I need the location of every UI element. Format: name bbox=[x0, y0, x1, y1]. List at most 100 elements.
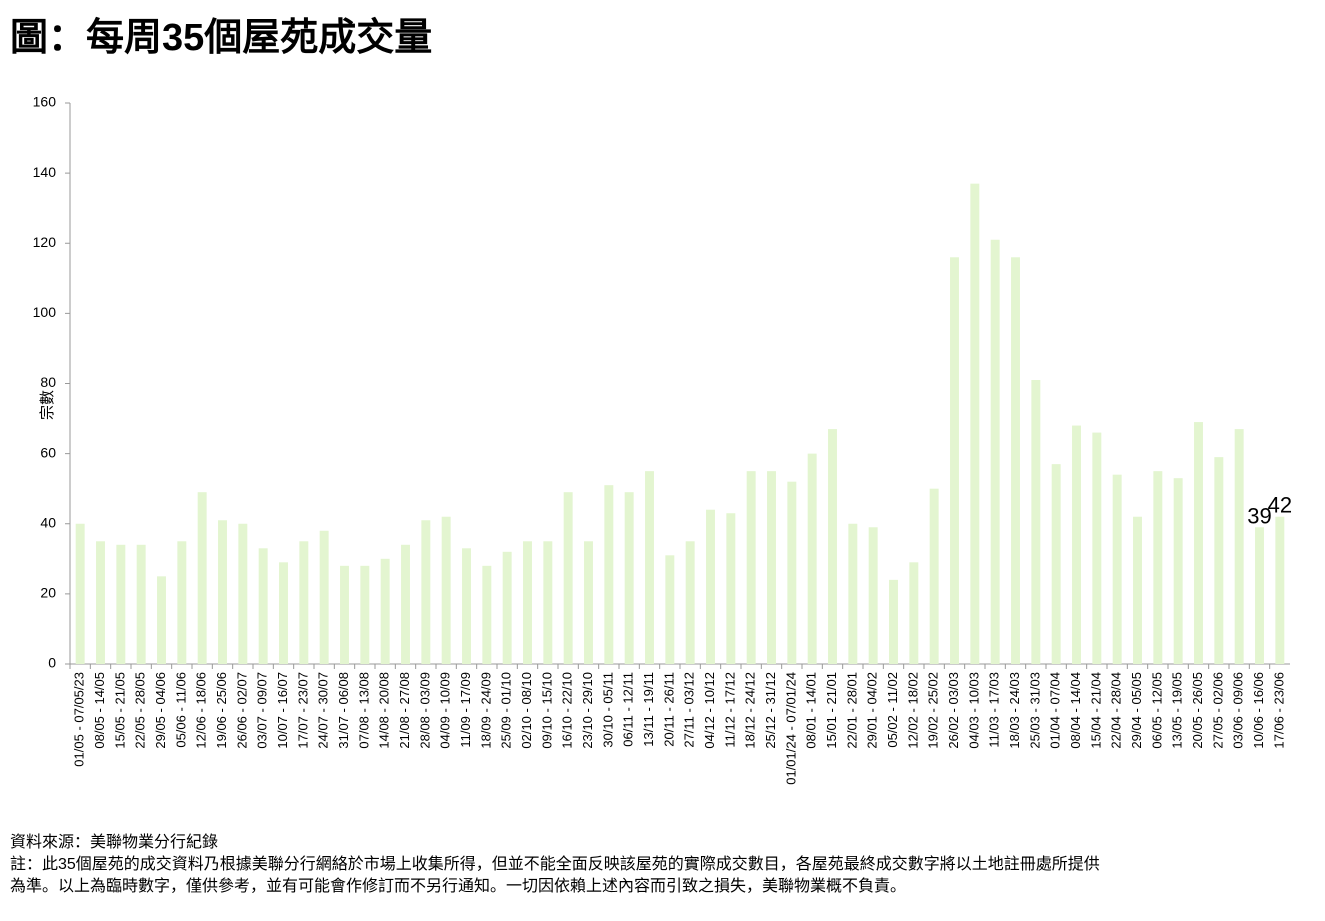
bar bbox=[1112, 474, 1122, 664]
bar bbox=[624, 492, 634, 664]
bar bbox=[218, 520, 227, 664]
bar bbox=[848, 523, 858, 664]
bar bbox=[319, 530, 329, 664]
bar bbox=[441, 516, 451, 664]
x-tick-label: 15/05 - 21/05 bbox=[112, 672, 127, 749]
x-tick-label: 12/02 - 18/02 bbox=[905, 672, 920, 749]
y-tick-label: 140 bbox=[33, 164, 57, 180]
x-tick-label: 27/05 - 02/06 bbox=[1210, 672, 1225, 749]
bar bbox=[1173, 478, 1183, 664]
x-tick-label: 18/03 - 24/03 bbox=[1007, 672, 1022, 749]
x-tick-label: 06/05 - 12/05 bbox=[1149, 672, 1164, 749]
bar bbox=[990, 239, 1000, 664]
x-tick-label: 11/03 - 17/03 bbox=[987, 672, 1002, 748]
bar bbox=[238, 523, 248, 664]
chart-title: 圖：每周35個屋苑成交量 bbox=[10, 16, 432, 59]
bar bbox=[868, 527, 878, 664]
x-tick-label: 16/10 - 22/10 bbox=[560, 672, 575, 749]
bar bbox=[1255, 527, 1264, 664]
x-tick-label: 13/11 - 19/11 bbox=[641, 672, 656, 747]
x-tick-label: 22/05 - 28/05 bbox=[133, 672, 148, 749]
x-tick-label: 25/12 - 31/12 bbox=[763, 672, 778, 749]
x-tick-label: 08/01 - 14/01 bbox=[804, 672, 819, 749]
bar bbox=[1275, 516, 1285, 664]
bar bbox=[197, 492, 207, 664]
bar bbox=[1214, 457, 1224, 664]
bar bbox=[157, 576, 166, 664]
bar bbox=[177, 541, 187, 664]
bar bbox=[258, 548, 268, 664]
y-tick-label: 100 bbox=[33, 304, 57, 320]
y-tick-label: 0 bbox=[48, 655, 56, 671]
bar bbox=[360, 565, 370, 664]
bar bbox=[604, 485, 614, 664]
bar bbox=[462, 548, 471, 664]
bar bbox=[828, 429, 837, 664]
note: 為準。以上為臨時數字，僅供參考，並有可能會作修訂而不另行通知。一切因依賴上述內容… bbox=[10, 877, 906, 895]
bar bbox=[787, 481, 797, 664]
x-tick-label: 08/05 - 14/05 bbox=[92, 672, 107, 749]
x-tick-label: 15/01 - 21/01 bbox=[824, 672, 839, 749]
x-tick-label: 29/04 - 05/05 bbox=[1129, 672, 1144, 749]
y-tick-label: 80 bbox=[40, 374, 56, 390]
x-tick-label: 03/07 - 09/07 bbox=[255, 672, 270, 749]
x-tick-label: 26/02 - 03/03 bbox=[946, 672, 961, 749]
x-tick-label: 15/04 - 21/04 bbox=[1088, 672, 1103, 749]
x-tick-label: 11/09 - 17/09 bbox=[458, 672, 473, 748]
x-tick-label: 18/12 - 24/12 bbox=[743, 672, 758, 749]
bar bbox=[502, 551, 512, 664]
x-tick-label: 27/11 - 03/12 bbox=[682, 672, 697, 748]
x-tick-label: 07/08 - 13/08 bbox=[356, 672, 371, 749]
x-tick-label: 17/07 - 23/07 bbox=[295, 672, 310, 749]
bar bbox=[136, 544, 146, 664]
x-tick-label: 29/05 - 04/06 bbox=[153, 672, 168, 749]
x-tick-label: 02/10 - 08/10 bbox=[519, 672, 534, 749]
bar bbox=[563, 492, 573, 664]
bar bbox=[746, 471, 756, 664]
bar bbox=[665, 555, 675, 664]
x-tick-label: 28/08 - 03/09 bbox=[417, 672, 432, 749]
x-tick-label: 31/07 - 06/08 bbox=[336, 672, 351, 749]
x-tick-label: 05/02 - 11/02 bbox=[885, 672, 900, 748]
y-tick-label: 160 bbox=[33, 94, 57, 110]
bar bbox=[299, 541, 309, 664]
bar bbox=[1194, 422, 1203, 664]
x-tick-label: 09/10 - 15/10 bbox=[539, 672, 554, 749]
x-tick-label: 25/09 - 01/10 bbox=[499, 672, 514, 749]
bar bbox=[909, 562, 919, 664]
x-tick-label: 17/06 - 23/06 bbox=[1271, 672, 1286, 749]
x-tick-label: 23/10 - 29/10 bbox=[580, 672, 595, 749]
x-tick-label: 04/12 - 10/12 bbox=[702, 672, 717, 749]
bar bbox=[889, 579, 898, 664]
bar bbox=[807, 453, 817, 664]
x-tick-label: 10/06 - 16/06 bbox=[1251, 672, 1266, 749]
bar bbox=[340, 565, 349, 664]
bar bbox=[96, 541, 105, 664]
x-tick-label: 12/06 - 18/06 bbox=[194, 672, 209, 749]
x-tick-label: 14/08 - 20/08 bbox=[377, 672, 392, 749]
bar bbox=[726, 513, 736, 664]
x-tick-label: 30/10 - 05/11 bbox=[600, 672, 615, 748]
bar bbox=[929, 488, 939, 664]
bar bbox=[950, 257, 959, 664]
bar bbox=[421, 520, 431, 664]
x-tick-label: 29/01 - 04/02 bbox=[865, 672, 880, 749]
data-label: 39 bbox=[1247, 503, 1271, 528]
bar bbox=[767, 471, 776, 664]
x-tick-label: 10/07 - 16/07 bbox=[275, 672, 290, 749]
x-tick-label: 19/06 - 25/06 bbox=[214, 672, 229, 749]
bar bbox=[584, 541, 593, 664]
x-tick-label: 11/12 - 17/12 bbox=[722, 672, 737, 748]
bar bbox=[685, 541, 695, 664]
bar bbox=[543, 541, 553, 664]
bar bbox=[1031, 379, 1041, 664]
x-tick-label: 03/06 - 09/06 bbox=[1231, 672, 1246, 749]
y-tick-label: 20 bbox=[40, 585, 56, 601]
bar bbox=[1011, 257, 1020, 664]
y-tick-label: 60 bbox=[40, 444, 56, 460]
bar bbox=[75, 523, 85, 664]
x-tick-label: 25/03 - 31/03 bbox=[1027, 672, 1042, 749]
bar bbox=[1234, 429, 1244, 664]
x-tick-label: 20/05 - 26/05 bbox=[1190, 672, 1205, 749]
